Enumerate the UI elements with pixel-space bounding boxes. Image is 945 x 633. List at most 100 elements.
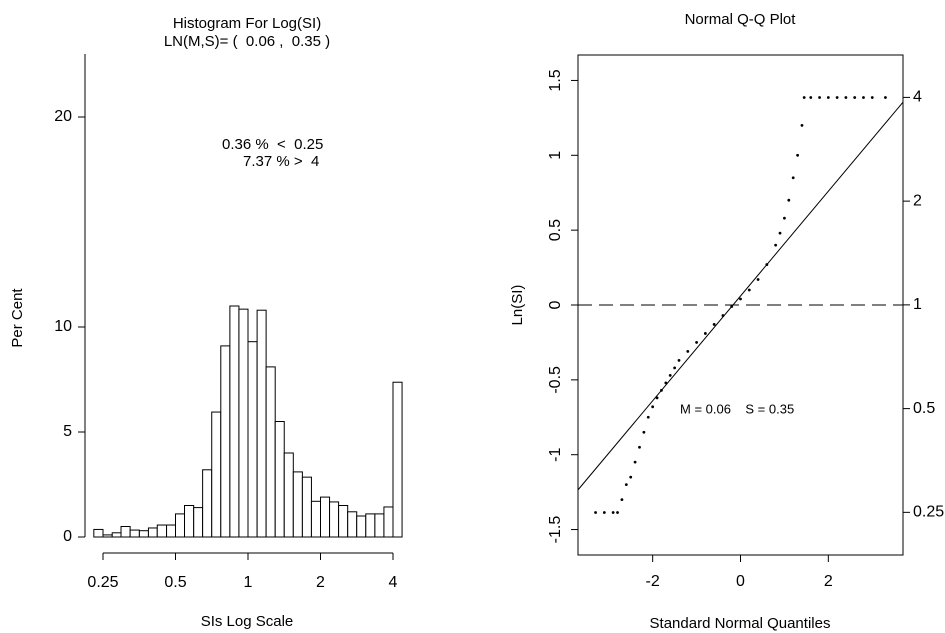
y-tick-label: 1.5 [547,69,564,91]
chart-title: Normal Q-Q Plot [685,11,797,28]
x-tick-label: 0.25 [87,574,118,591]
chart-subtitle: LN(M,S)= ( 0.06 , 0.35 ) [164,33,330,50]
point [642,430,646,434]
point [756,278,760,281]
point [673,366,677,370]
point [853,96,857,99]
bar [138,530,149,538]
point [730,305,734,308]
point [616,511,619,514]
bar [211,411,222,538]
x-axis-title: SIs Log Scale [201,613,294,630]
y-tick-label: 5 [63,423,72,440]
y-tick-label: 20 [54,108,72,125]
y2-tick-label: 4 [913,89,922,106]
point [862,96,865,99]
point [835,96,839,99]
point [818,96,821,99]
y2-tick-label: 0.25 [913,504,944,521]
point [774,243,778,247]
bar [193,507,204,538]
annotation: 7.37 % > 4 [243,153,319,170]
point [712,323,716,326]
bar [301,476,312,538]
y-axis-title: Ln(SI) [509,285,526,326]
bar [274,421,285,538]
point [870,96,874,99]
y-tick-label: -1.5 [547,516,564,544]
bar [111,532,122,538]
point [783,216,786,220]
x-tick-label: 1 [244,574,253,591]
x-tick-label: 0.5 [164,574,186,591]
y2-tick-label: 1 [913,296,922,313]
bar [102,534,113,538]
x-tick-label: 2 [316,574,325,591]
y2-tick-label: 2 [913,192,922,209]
bar [93,528,104,538]
point [629,475,633,479]
point [800,123,804,127]
point [747,288,751,292]
x-tick-label: 2 [824,573,833,590]
point [739,297,742,301]
point [721,314,725,317]
point [611,511,615,514]
bar [365,513,376,538]
bar [238,308,249,538]
point [660,388,663,392]
point [778,231,782,235]
x-axis-title: Standard Normal Quantiles [650,615,831,632]
bar [383,506,394,538]
bar [147,527,158,538]
bar [247,341,258,538]
y-axis-title: Per Cent [9,288,26,348]
point [655,396,659,400]
x-tick-label: 4 [389,574,398,591]
point [884,96,887,99]
point [664,381,668,385]
bar [310,500,322,538]
point [686,350,690,353]
bar [256,309,267,538]
point [646,415,650,419]
bar [347,511,358,538]
bar [175,513,186,538]
y-tick-label: 10 [54,318,72,335]
chart-title: Histogram For Log(SI) [173,15,321,32]
annotation: M = 0.06 S = 0.35 [680,401,794,416]
point [677,358,681,362]
point [791,176,795,180]
bar [329,501,340,538]
point [826,96,830,99]
point [703,332,707,335]
point [602,511,606,514]
point [633,460,637,464]
bar [320,496,331,538]
bar [129,529,140,538]
y2-tick-label: 0.5 [913,400,935,417]
bar [338,505,349,538]
bar [265,366,276,538]
bar [220,345,231,538]
bar [283,452,294,538]
point [668,373,672,377]
y-tick-label: -0.5 [547,366,564,394]
point [802,96,806,99]
point [638,445,641,449]
point [620,498,624,502]
point [844,96,848,99]
bar [374,513,385,538]
x-tick-label: 0 [736,573,745,590]
point [787,198,791,202]
y-tick-label: -1 [547,447,564,461]
point [594,511,597,514]
y-tick-label: 0 [63,528,72,545]
point [651,405,655,409]
bar [156,524,168,538]
annotation: 0.36 % < 0.25 [222,136,323,153]
reference-line [577,101,904,491]
bar [184,505,195,538]
point [695,341,698,344]
